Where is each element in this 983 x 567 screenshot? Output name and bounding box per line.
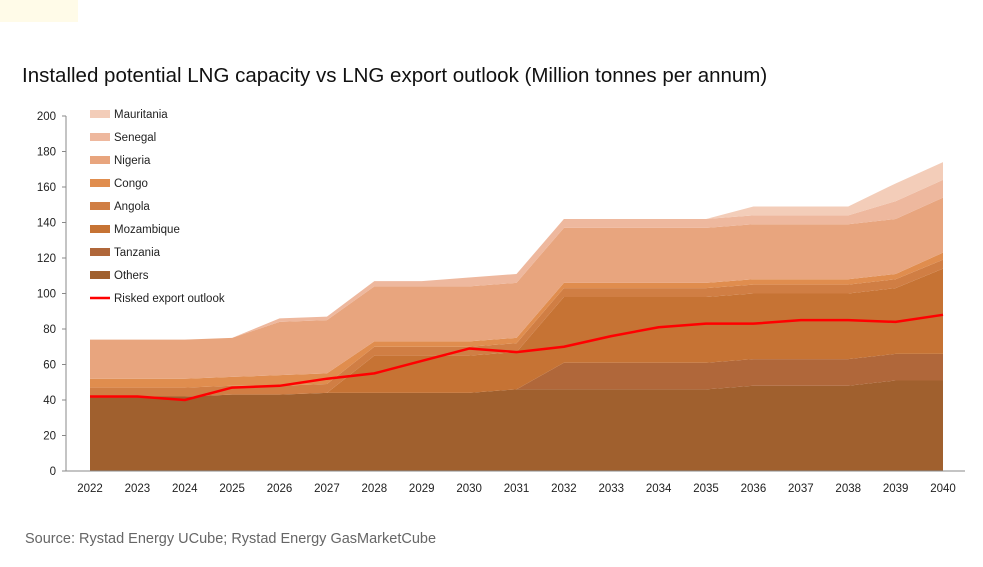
legend-swatch-others xyxy=(90,271,110,279)
source-note: Source: Rystad Energy UCube; Rystad Ener… xyxy=(25,531,437,547)
x-tick-label: 2033 xyxy=(598,483,624,495)
area-senegal xyxy=(90,179,943,340)
legend-swatch-congo xyxy=(90,179,110,187)
x-tick-label: 2026 xyxy=(267,483,293,495)
legend-label-mauritania: Mauritania xyxy=(114,109,168,121)
y-tick-label: 40 xyxy=(43,395,56,407)
y-tick-label: 180 xyxy=(37,147,56,159)
legend-label-mozambique: Mozambique xyxy=(114,224,180,236)
y-tick-label: 0 xyxy=(50,466,56,478)
y-tick-label: 100 xyxy=(37,289,56,301)
legend-label-tanzania: Tanzania xyxy=(114,247,161,259)
x-tick-label: 2034 xyxy=(646,483,672,495)
legend-label-others: Others xyxy=(114,270,149,282)
legend-swatch-mozambique xyxy=(90,225,110,233)
x-tick-label: 2032 xyxy=(551,483,577,495)
area-others xyxy=(90,380,943,471)
legend-swatch-tanzania xyxy=(90,248,110,256)
area-mozambique xyxy=(90,268,943,397)
line-layer xyxy=(90,313,944,402)
legend-label-senegal: Senegal xyxy=(114,132,156,144)
y-tick-label: 20 xyxy=(43,431,56,443)
y-tick-label: 140 xyxy=(37,218,56,230)
legend-label-angola: Angola xyxy=(114,201,150,213)
x-tick-label: 2025 xyxy=(219,483,245,495)
y-tick-label: 80 xyxy=(43,324,56,336)
legend-swatch-nigeria xyxy=(90,156,110,164)
x-tick-label: 2029 xyxy=(409,483,435,495)
y-tick-label: 60 xyxy=(43,360,56,372)
x-tick-label: 2031 xyxy=(504,483,530,495)
legend-label-nigeria: Nigeria xyxy=(114,155,151,167)
x-tick-label: 2039 xyxy=(883,483,909,495)
area-nigeria xyxy=(90,197,943,379)
x-tick-label: 2035 xyxy=(693,483,719,495)
y-tick-label: 200 xyxy=(37,111,56,123)
legend-swatch-senegal xyxy=(90,133,110,141)
chart-title: Installed potential LNG capacity vs LNG … xyxy=(22,64,768,87)
y-tick-label: 120 xyxy=(37,253,56,265)
x-tick-label: 2036 xyxy=(741,483,767,495)
x-tick-label: 2037 xyxy=(788,483,814,495)
legend: Mauritania Senegal Nigeria Congo Angola Mozam… xyxy=(90,109,225,305)
x-tick-label: 2027 xyxy=(314,483,340,495)
x-tick-label: 2023 xyxy=(125,483,151,495)
area-layer xyxy=(90,162,943,471)
x-tick-label: 2024 xyxy=(172,483,198,495)
legend-label-risked-export-outlook: Risked export outlook xyxy=(114,293,225,305)
x-tick-label: 2022 xyxy=(77,483,103,495)
legend-swatch-angola xyxy=(90,202,110,210)
legend-swatch-mauritania xyxy=(90,110,110,118)
area-congo xyxy=(90,252,943,388)
y-tick-label: 160 xyxy=(37,182,56,194)
line-risked-export-outlook xyxy=(90,313,944,402)
area-angola xyxy=(90,259,943,397)
corner-accent xyxy=(0,0,78,22)
x-tick-label: 2038 xyxy=(835,483,861,495)
legend-label-congo: Congo xyxy=(114,178,148,190)
area-tanzania xyxy=(90,353,943,397)
x-tick-label: 2028 xyxy=(362,483,388,495)
x-tick-label: 2030 xyxy=(456,483,482,495)
x-tick-label: 2040 xyxy=(930,483,956,495)
